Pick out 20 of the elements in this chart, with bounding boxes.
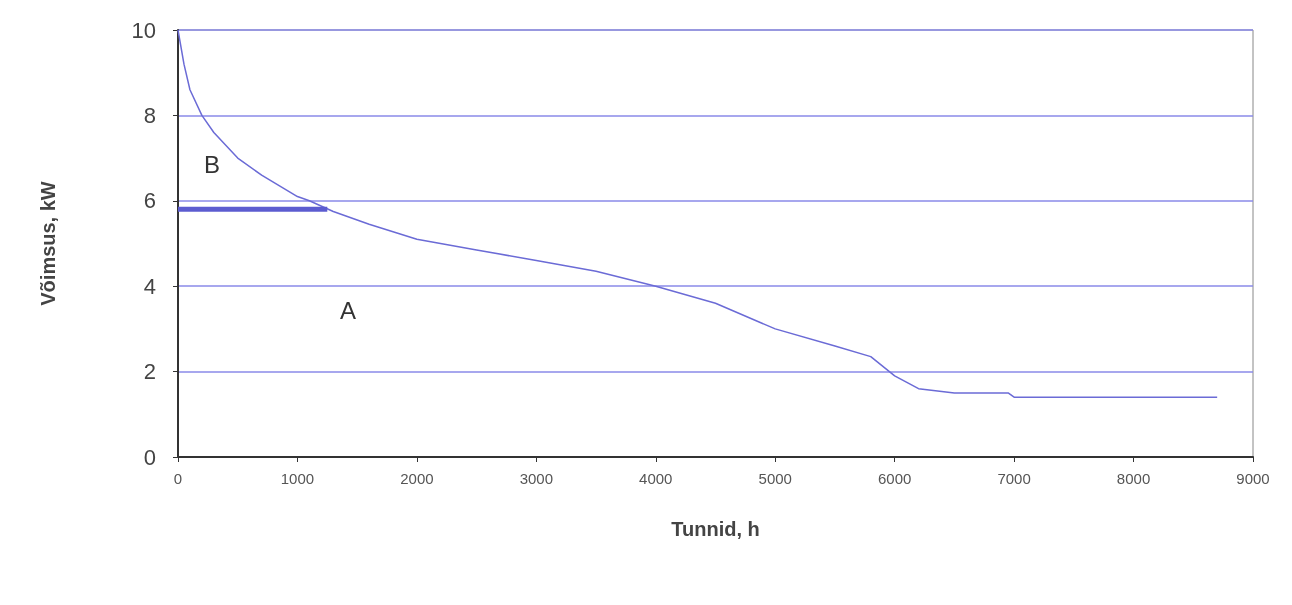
x-tick-label: 0	[173, 470, 183, 487]
y-tick-label: 4	[143, 273, 156, 299]
x-tick-label: 7000	[997, 470, 1031, 487]
x-tick-label: 4000	[639, 470, 673, 487]
x-tick-label: 9000	[1236, 470, 1270, 487]
x-tick-label: 3000	[519, 470, 554, 487]
x-tick-label: 6000	[877, 470, 912, 487]
y-tick-label: 2	[143, 359, 156, 385]
x-tick-label: 5000	[758, 470, 792, 487]
y-tick-label: 0	[143, 444, 156, 470]
y-tick-label: 10	[131, 17, 156, 43]
x-tick-label: 1000	[280, 470, 315, 487]
x-tick-label: 8000	[1116, 470, 1151, 487]
annotation: A	[340, 296, 357, 324]
x-tick-label: 2000	[400, 470, 434, 487]
y-axis-title: Võimsus, kW	[37, 181, 59, 306]
annotation: B	[204, 150, 221, 178]
y-tick-label: 8	[143, 102, 156, 128]
x-axis-title: Tunnid, h	[671, 518, 760, 540]
y-tick-label: 6	[143, 188, 156, 214]
